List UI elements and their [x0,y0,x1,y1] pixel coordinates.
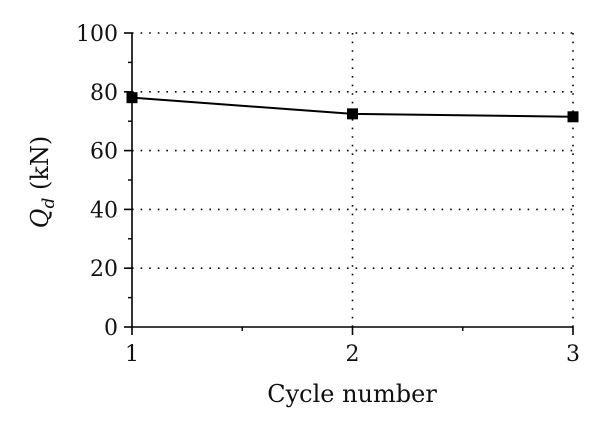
y-axis-title-unit: (kN) [26,136,54,198]
x-tick-label: 2 [346,342,360,367]
y-tick-label: 20 [90,257,118,282]
data-point [347,108,358,120]
y-tick-label: 80 [90,81,118,106]
gridlines [132,32,574,327]
ticks: 0 20 40 60 80 100 1 2 3 [76,22,580,367]
y-axis-title-subscript: d [39,198,59,209]
y-tick-label: 100 [76,22,118,47]
y-axis-title-main: Q [26,209,54,229]
y-tick-label: 0 [104,316,118,341]
y-tick-label: 60 [90,140,118,165]
series-layer [126,92,579,123]
x-axis-title: Cycle number [267,380,437,408]
data-point [126,92,138,104]
y-axis-title: Qd (kN) [26,136,59,228]
x-tick-label: 1 [125,342,139,367]
data-point [567,111,579,123]
y-tick-label: 40 [90,198,118,223]
x-tick-label: 3 [566,342,580,367]
